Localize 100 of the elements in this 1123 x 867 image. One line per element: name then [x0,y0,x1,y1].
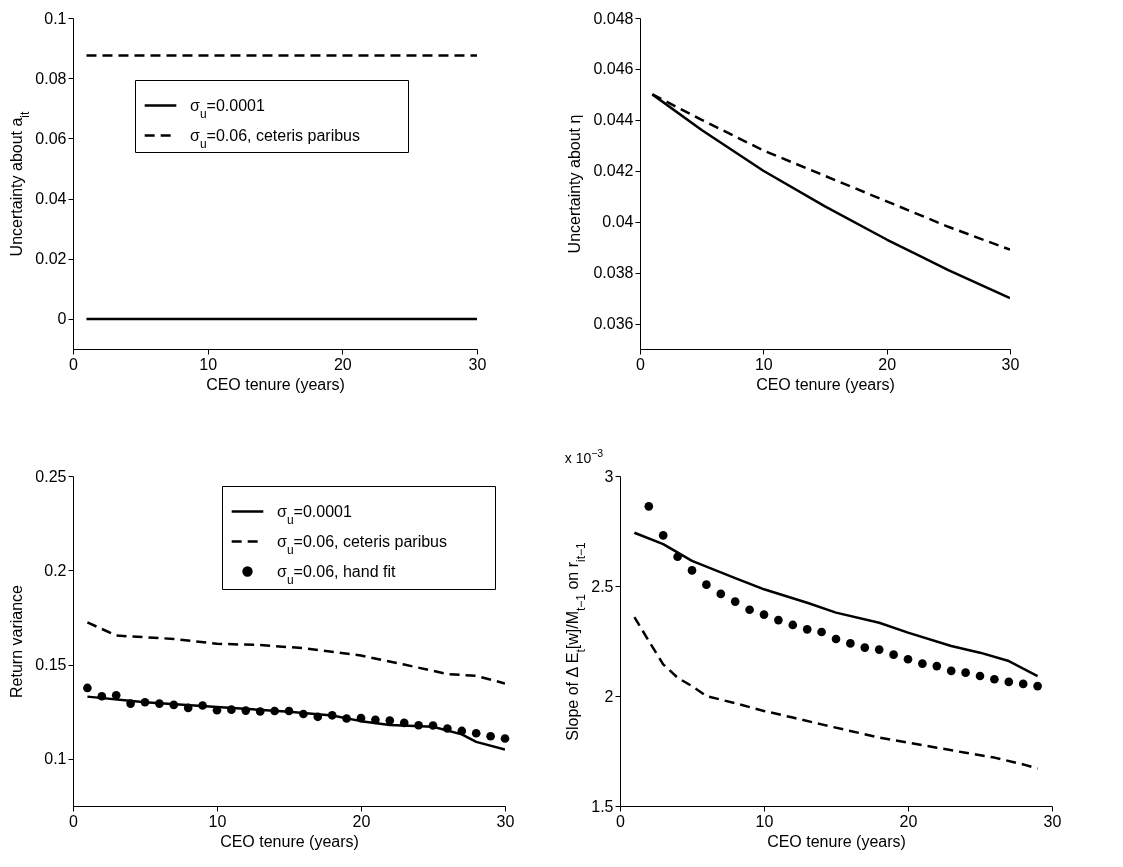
x-tick-label: 0 [69,812,79,830]
point [673,552,682,562]
x-tick-label: 0 [636,355,646,373]
point [299,709,308,719]
y-tick-label: 0.06 [35,129,67,147]
point [457,726,467,736]
x-axis-title: CEO tenure (years) [767,832,906,850]
point [443,724,452,733]
point [846,639,855,648]
x-tick-label: 20 [352,812,371,830]
y-tick-label: 0.038 [593,264,634,282]
line-series [633,531,1039,678]
line-series [86,695,505,751]
point [169,700,179,710]
point [745,605,754,615]
point [371,715,380,725]
point [932,661,942,671]
point [644,502,654,511]
point [342,714,351,723]
x-tick-label: 10 [754,355,773,373]
point [97,691,107,701]
y-tick-label: 0.25 [35,467,67,485]
x-tick-label: 10 [755,812,774,830]
line-series [86,621,505,685]
point [83,683,92,693]
point [356,713,366,723]
point [889,650,898,659]
point [183,703,193,713]
point [140,697,150,707]
x-tick-label: 10 [199,355,218,373]
point [313,712,323,722]
point [946,666,956,676]
point [658,531,668,540]
y-tick-label: 0.036 [593,315,634,333]
point [1033,681,1042,691]
point [702,580,711,589]
point [126,699,135,708]
point [428,721,438,730]
y-tick-label: 0.048 [593,9,634,27]
y-tick-label: 0.02 [35,250,67,268]
y-tick-label: 0.15 [35,656,67,674]
y-tick-label: 0.044 [593,111,634,129]
point [860,643,870,652]
x-tick-label: 30 [468,355,487,373]
x-tick-label: 0 [69,355,79,373]
x-tick-label: 10 [208,812,227,830]
point [500,734,510,743]
point [155,699,164,708]
point [399,718,409,728]
legend-label: σ$_{u}$=0.0001 [277,502,352,527]
text: x 10$^{−3}$ [564,447,604,466]
y-axis-title: Uncertainty about η [566,114,584,254]
y-tick-label: 0.04 [35,190,67,208]
y-tick-label: 0.08 [35,69,67,87]
point [111,690,121,700]
point [486,731,495,741]
point [687,566,697,575]
point [198,701,207,710]
point [1018,679,1028,689]
point [255,707,265,716]
point [788,620,798,630]
y-tick-label: 3 [604,467,614,485]
y-tick-label: 1.5 [591,797,614,815]
point [716,589,726,599]
legend-label: σ$_{u}$=0.06, hand fit [277,562,396,587]
y-tick-label: 0.04 [602,213,634,231]
x-tick-label: 30 [496,812,515,830]
point [918,659,927,668]
point [802,625,812,634]
point [270,706,279,716]
y-tick-label: 0.2 [44,561,67,579]
x-tick-label: 20 [878,355,897,373]
line-series [633,615,1039,770]
legend-label: σ$_{u}$=0.06, ceteris paribus [277,532,447,557]
legend-label: σ$_{u}$=0.06, ceteris paribus [190,126,360,151]
legend-label: σ$_{u}$=0.0001 [190,96,265,121]
x-axis-title: CEO tenure (years) [220,832,359,850]
point [990,674,999,684]
point [730,597,740,606]
point [961,668,970,677]
point [227,705,236,714]
point [874,645,884,654]
y-tick-label: 0.1 [44,9,67,27]
point [1004,677,1014,687]
y-tick-label: 2.5 [591,577,614,595]
y-axis-title: Return variance [8,584,26,698]
y-tick-label: 0.042 [593,162,634,180]
x-axis-title: CEO tenure (years) [206,375,345,393]
x-axis-title: CEO tenure (years) [756,375,895,393]
y-tick-label: 0 [57,310,67,328]
point [774,615,783,625]
point [414,720,423,730]
point [385,716,395,725]
point [327,710,337,720]
x-tick-label: 20 [333,355,352,373]
point [241,706,251,715]
y-tick-label: 0.046 [593,60,634,78]
x-tick-label: 30 [1043,812,1062,830]
x-tick-label: 30 [1001,355,1020,373]
point [903,654,913,664]
